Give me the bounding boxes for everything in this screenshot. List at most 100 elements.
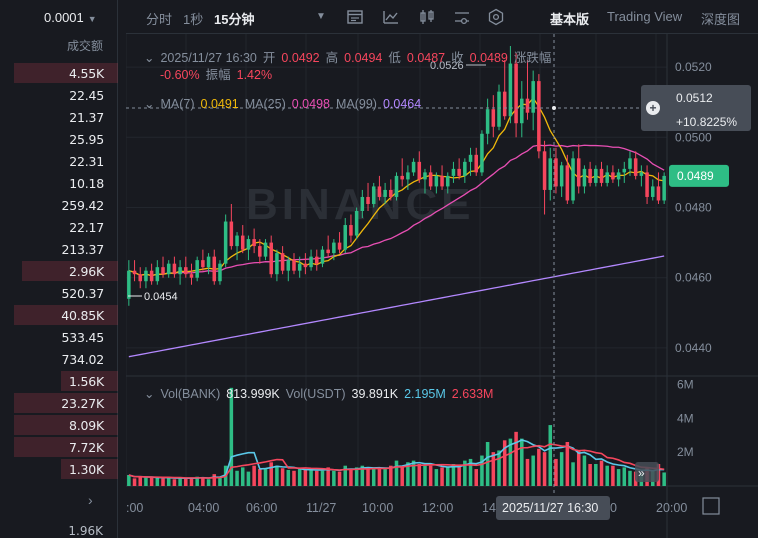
volume-bar (428, 465, 433, 486)
candle-body (502, 91, 507, 117)
candle-body (440, 175, 444, 187)
orderbook-row[interactable]: 22.31 (0, 150, 118, 172)
drawing-tools-icon[interactable] (453, 8, 471, 26)
candle-body (645, 172, 649, 197)
interval-15m[interactable]: 15分钟 (214, 12, 255, 27)
candle-body (434, 175, 439, 187)
volume-bar (252, 465, 256, 486)
volume-bar (161, 478, 165, 486)
volume-bar (366, 469, 370, 486)
legend-low-label: 低 (388, 51, 401, 65)
volume-bar (445, 467, 450, 486)
tab-depth-chart[interactable]: 深度图 (701, 12, 741, 27)
candle-body (451, 168, 456, 176)
orderbook-row[interactable]: 533.45 (0, 326, 118, 348)
orderbook-volume-value: 10.18 (69, 176, 104, 191)
candle-body (576, 158, 581, 187)
tab-time-sharing[interactable]: 分时 (146, 12, 173, 27)
candle-body (132, 270, 137, 275)
price-chart[interactable]: 0.0520 0.0500 0.0480 0.0460 0.0440 BINANCE 6M 4… (126, 34, 758, 538)
orderbook-row[interactable]: 734.02 (0, 348, 118, 370)
volume-bar (212, 474, 217, 486)
volume-bar (343, 465, 348, 486)
candle-body (366, 196, 370, 204)
candlestick-icon[interactable] (418, 8, 436, 26)
orderbook-row[interactable]: 8.09K (0, 414, 118, 436)
price-axis-label: 0.0480 (675, 200, 712, 214)
depth-bar (14, 415, 118, 435)
volume-bar (195, 476, 199, 486)
candle-body (605, 172, 609, 183)
candle-body (514, 63, 518, 124)
interval-dropdown-icon[interactable]: ▼ (316, 11, 326, 22)
line-chart-icon[interactable] (382, 8, 400, 26)
chevron-right-icon[interactable]: › (88, 492, 93, 508)
vol-ma2-value: 2.633M (452, 387, 494, 401)
candle-body (161, 267, 165, 275)
orderbook-row[interactable]: 21.37 (0, 106, 118, 128)
collapse-legend-icon: ⌄ (144, 51, 154, 65)
orderbook-volume-value: 8.09K (68, 418, 104, 433)
candle-body (525, 98, 530, 113)
orderbook-row[interactable]: 7.72K (0, 436, 118, 458)
volume-bar (463, 460, 467, 486)
interval-1s[interactable]: 1秒 (183, 12, 204, 27)
candle-body (332, 242, 336, 254)
candle-body (394, 175, 399, 197)
orderbook-row[interactable]: 1.56K (0, 370, 118, 392)
legend-ma25-label: MA(25) (245, 97, 286, 111)
volume-bar (571, 462, 575, 486)
crosshair-dot (552, 106, 556, 110)
vol-bank-value: 813.999K (226, 387, 280, 401)
orderbook-row[interactable]: 25.95 (0, 128, 118, 150)
orderbook-row[interactable]: 23.27K (0, 392, 118, 414)
volume-bar (166, 477, 171, 486)
orderbook-volume-value: 2.96K (68, 264, 104, 279)
volume-bar (303, 469, 308, 486)
orderbook-volume-value: 21.37 (69, 110, 104, 125)
orderbook-row[interactable]: 2.96K (0, 260, 118, 282)
volume-bar (628, 470, 632, 486)
indicator-settings-icon[interactable] (346, 8, 364, 26)
depth-bar (60, 459, 118, 479)
depth-bar (22, 261, 118, 281)
orderbook-row[interactable]: 520.37 (0, 282, 118, 304)
depth-bar (14, 437, 118, 457)
time-axis-label: 12:00 (422, 501, 453, 515)
legend-ma7-label: MA(7) (160, 97, 194, 111)
orderbook-row[interactable]: 10.18 (0, 172, 118, 194)
orderbook-row[interactable]: 22.17 (0, 216, 118, 238)
orderbook-row[interactable]: 4.55K (0, 62, 118, 84)
orderbook-row[interactable]: 259.42 (0, 194, 118, 216)
volume-column-header: 成交额 (66, 39, 103, 53)
volume-bar (263, 469, 268, 486)
candle-body (639, 172, 644, 176)
precision-selector[interactable]: 0.0001 ▼ (44, 10, 97, 25)
settings-icon[interactable] (487, 8, 505, 26)
orderbook-row[interactable]: 213.37 (0, 238, 118, 260)
candle-body (554, 158, 558, 187)
orderbook-row[interactable]: 1.30K (0, 458, 118, 480)
chevron-down-icon: ▼ (87, 14, 97, 24)
candle-body (428, 172, 433, 187)
orderbook-row[interactable]: 40.85K (0, 304, 118, 326)
depth-bar (60, 371, 118, 391)
tab-trading-view[interactable]: Trading View (607, 9, 683, 24)
candle-body (531, 81, 535, 113)
candle-body (594, 168, 598, 183)
volume-bar (480, 455, 484, 486)
tab-basic-version[interactable]: 基本版 (550, 12, 590, 27)
volume-bar (406, 462, 410, 486)
volume-bar (594, 464, 598, 486)
volume-bar (423, 465, 427, 486)
volume-bar (315, 470, 319, 486)
volume-bar (246, 471, 251, 486)
candle-body (616, 172, 621, 180)
orderbook-row[interactable]: 22.45 (0, 84, 118, 106)
volume-bar (258, 469, 262, 486)
legend-change-label: 涨跌幅 (514, 50, 552, 65)
collapse-ma-legend-icon: ⌄ (144, 97, 154, 111)
volume-axis-label: 6M (677, 377, 694, 391)
volume-bar (138, 476, 143, 486)
legend-ma25-value: 0.0498 (292, 97, 330, 111)
